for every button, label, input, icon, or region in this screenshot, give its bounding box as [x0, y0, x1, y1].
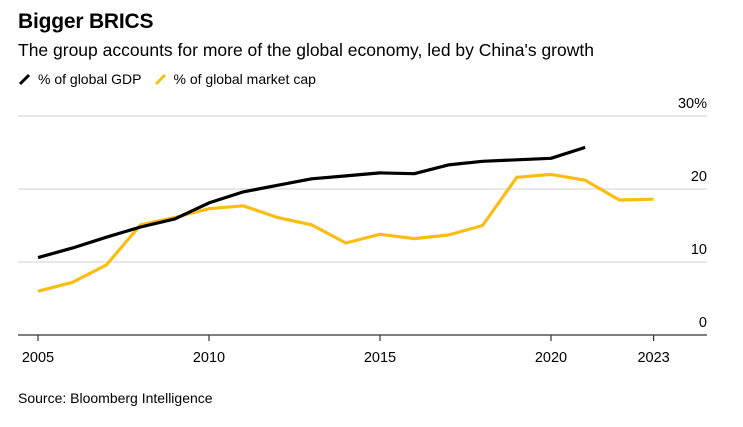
legend-swatch-gdp	[18, 73, 31, 86]
diagonal-line-icon	[154, 73, 166, 86]
legend-item-market-cap: % of global market cap	[154, 71, 316, 87]
y-tick-label: 30%	[678, 96, 707, 112]
y-axis-labels: 0 10 20 30%	[678, 96, 707, 331]
x-tick-label: 2023	[637, 350, 669, 366]
series-line-market-cap	[37, 172, 654, 293]
legend-swatch-market-cap	[154, 73, 166, 86]
series	[37, 145, 654, 293]
chart-title: Bigger BRICS	[18, 10, 154, 33]
x-tick-label: 2010	[193, 350, 225, 366]
chart-subtitle: The group accounts for more of the globa…	[18, 40, 594, 60]
legend-label-market-cap: % of global market cap	[173, 71, 316, 87]
legend-item-gdp: % of global GDP	[18, 71, 142, 87]
source-note: Source: Bloomberg Intelligence	[18, 390, 213, 406]
series-line-gdp	[37, 145, 586, 260]
x-tick-label: 2005	[22, 350, 54, 366]
x-axis: 2005 2010 2015 2020 2023	[18, 334, 707, 366]
x-tick-label: 2015	[364, 350, 396, 366]
x-tick-label: 2020	[535, 350, 567, 366]
gridlines	[18, 115, 707, 263]
legend: % of global GDP % of global market cap	[18, 71, 328, 87]
legend-label-gdp: % of global GDP	[38, 71, 142, 87]
y-tick-label: 10	[691, 242, 707, 258]
y-tick-label: 0	[699, 315, 707, 331]
y-tick-label: 20	[691, 169, 707, 185]
diagonal-line-icon	[18, 73, 31, 86]
